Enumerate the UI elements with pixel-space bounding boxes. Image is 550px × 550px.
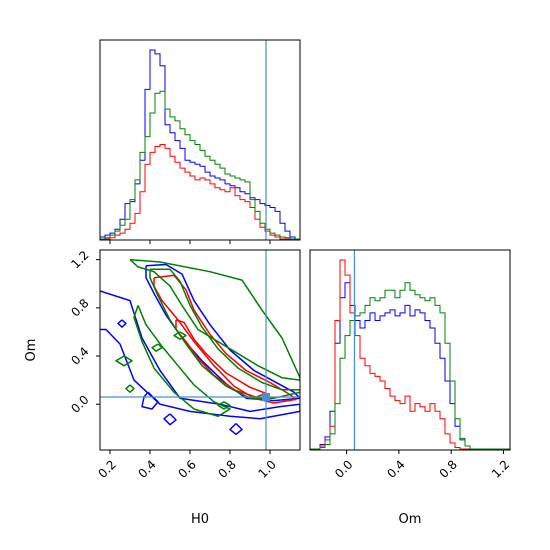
contour-green-0 [129,258,300,381]
contour-xtick-label-0: 0.2 [95,457,118,480]
panel-contour-h0-om: 0.2 0.4 0.6 0.8 1.0 0.0 0.4 0.8 1.2 [68,248,301,481]
contour-green-5 [115,355,133,367]
hist-h0-series-red [100,144,300,240]
contour-ytick-label-1: 0.4 [68,344,91,367]
hist-h0-series-green [100,90,300,240]
contour-green-1 [149,268,300,399]
contour-green-6 [125,384,135,393]
contour-blue-5 [117,319,127,328]
hist-om-series-green [310,282,510,450]
contour-ytick-label-0: 0.0 [68,393,91,416]
hist-om-frame [309,249,511,451]
contour-blue-2 [141,391,159,410]
hist-om-series-blue [310,282,510,450]
x-axis-label-om: Om [399,512,422,527]
y-axis-label-om: Om [24,339,39,362]
contour-blue-0 [145,263,300,402]
hist-om-xtick-label-3: 1.2 [489,457,512,480]
contour-green-3 [173,331,187,340]
contour-xtick-label-2: 0.6 [175,457,198,480]
contour-ytick-label-2: 0.8 [68,296,91,319]
contour-xtick-label-4: 1.0 [255,457,278,480]
contour-red-1 [175,319,267,398]
contour-green-4 [151,343,163,352]
contour-blue-1 [100,290,300,420]
hist-om-xtick-label-2: 0.8 [437,457,460,480]
contour-lines [100,258,300,436]
panel-hist-om: 0.0 0.4 0.8 1.2 [309,249,512,481]
contour-ytick-label-3: 1.2 [68,248,91,271]
contour-xtick-label-3: 0.8 [215,457,238,480]
contour-green-2 [133,305,231,418]
contour-green-7 [217,401,231,410]
contour-blue-3 [163,413,177,426]
contour-blue-4 [229,422,243,436]
panel-hist-h0 [99,39,301,244]
contour-xtick-label-1: 0.4 [135,457,158,480]
hist-om-xtick-label-1: 0.4 [384,457,407,480]
hist-om-series-red [310,259,510,450]
x-axis-label-h0: H0 [191,512,209,527]
hist-h0-frame [99,39,301,241]
contour-truth-marker [262,392,270,401]
contour-frame [99,249,301,451]
hist-om-xtick-label-0: 0.0 [332,457,355,480]
